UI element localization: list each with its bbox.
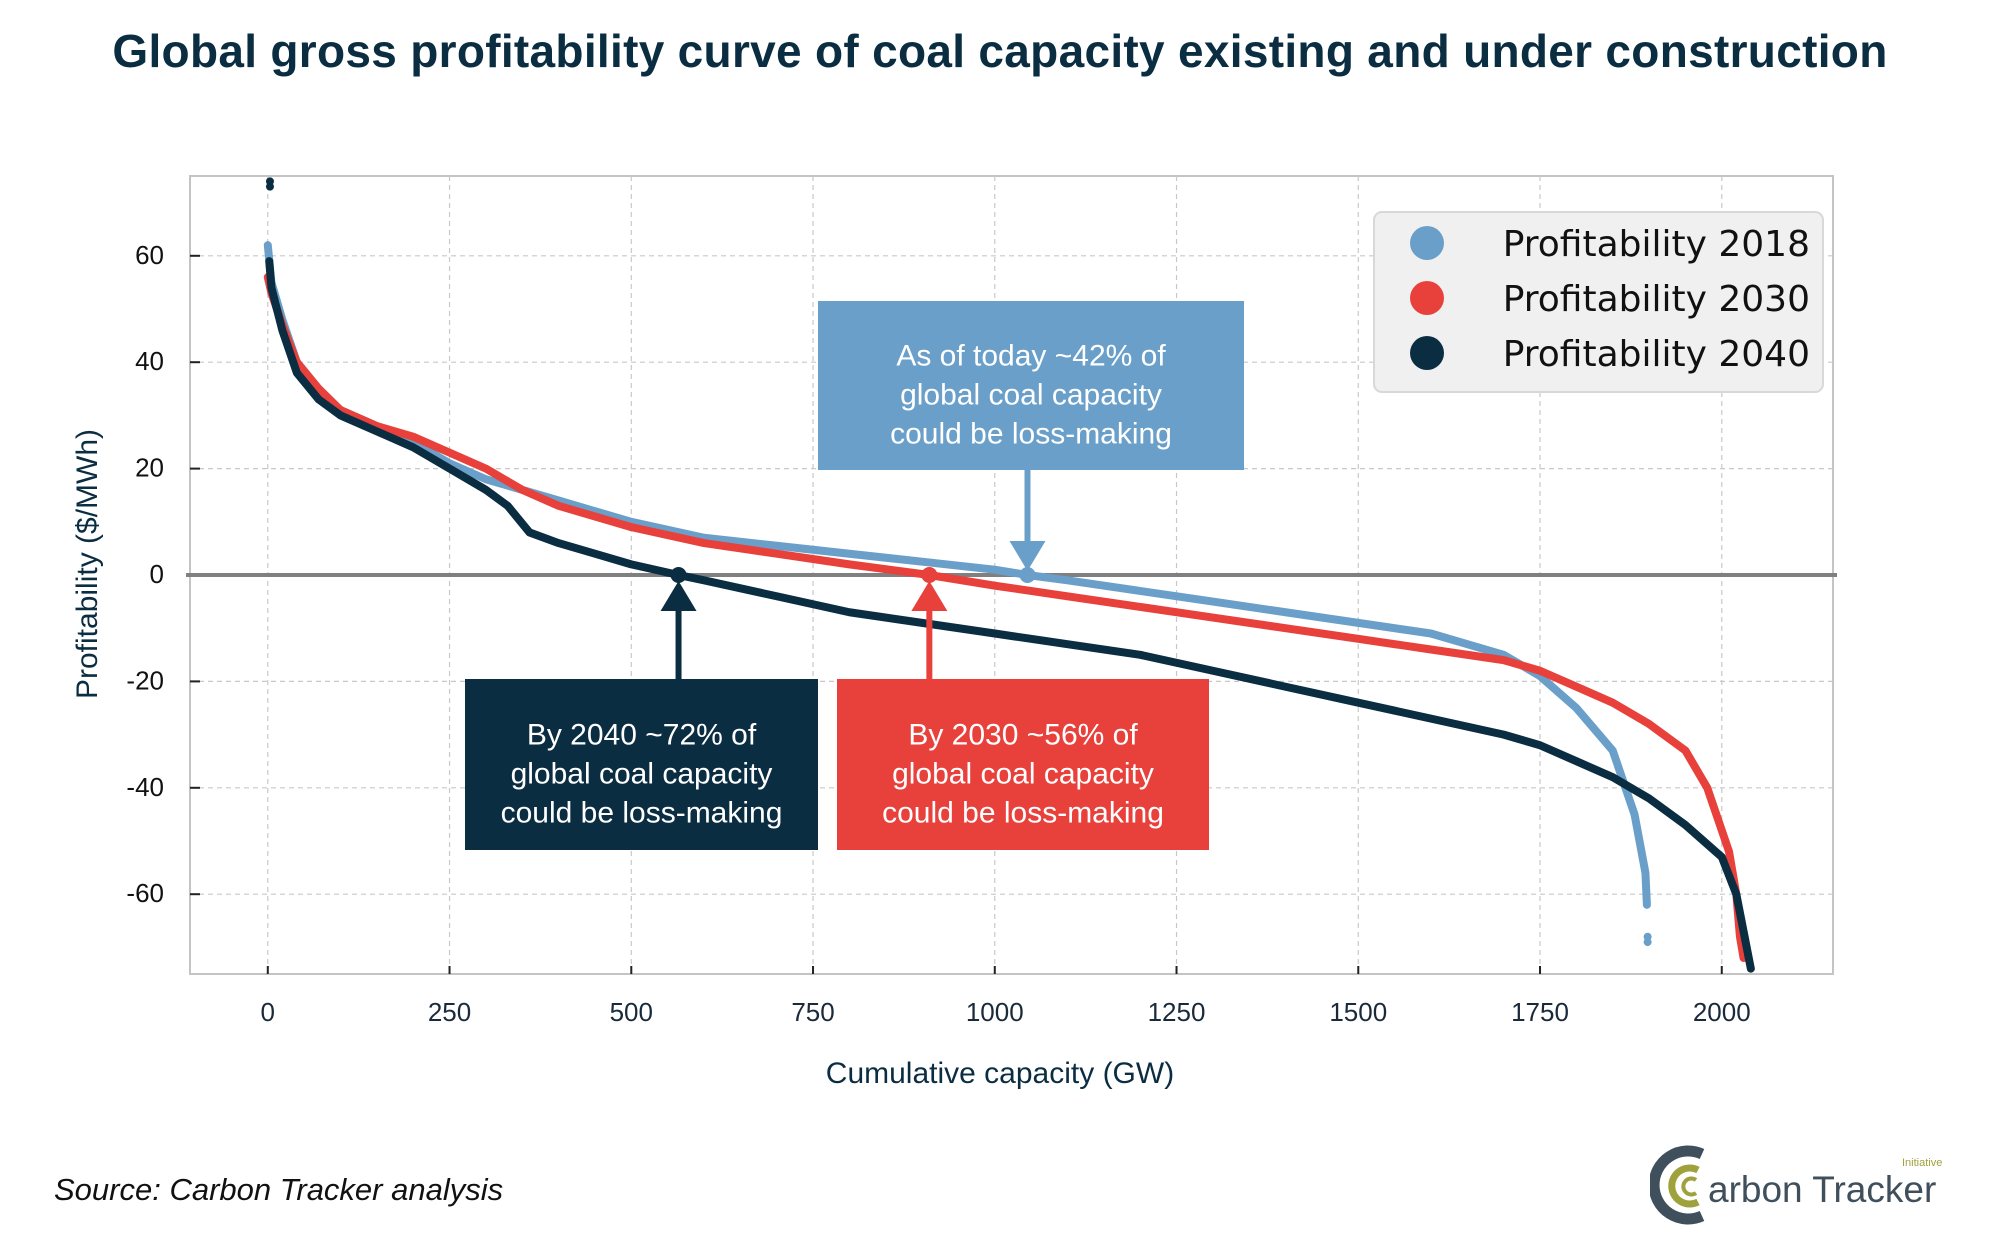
carbon-tracker-logo: arbon Tracker Initiative: [1650, 1145, 1942, 1225]
source-note: Source: Carbon Tracker analysis: [54, 1172, 504, 1207]
legend-label: Profitability 2040: [1503, 334, 1810, 375]
arrow-up-icon: [911, 581, 948, 611]
legend-label: Profitability 2030: [1503, 279, 1810, 320]
x-tick-label: 1500: [1329, 997, 1387, 1027]
annotation-text: By 2030 ~56% of: [908, 719, 1138, 752]
annotation-background: [465, 679, 818, 850]
logo-c-inner-icon: [1681, 1176, 1698, 1197]
logo-text: arbon Tracker: [1708, 1169, 1936, 1210]
annotation-background: [818, 301, 1244, 470]
x-tick-label: 1250: [1148, 997, 1206, 1027]
logo-superscript: Initiative: [1902, 1157, 1942, 1169]
outlier-point: [265, 182, 274, 191]
annotation-marker: [921, 567, 938, 583]
legend-marker-icon: [1410, 281, 1444, 315]
annotation-text: could be loss-making: [890, 418, 1172, 451]
x-tick-label: 1750: [1511, 997, 1569, 1027]
annotation-text: could be loss-making: [501, 797, 783, 830]
series-profitability-2040: [265, 177, 1755, 973]
annotation-text: global coal capacity: [900, 379, 1162, 412]
annotation-box: By 2030 ~56% of global coal capacity could…: [837, 567, 1209, 850]
annotation-marker: [670, 567, 687, 583]
outlier-point: [1643, 938, 1652, 947]
x-tick-label: 500: [610, 997, 653, 1027]
y-tick-label: 20: [135, 453, 164, 483]
legend: Profitability 2018 Profitability 2030 Prof…: [1373, 211, 1824, 393]
annotation-marker: [1019, 567, 1036, 583]
legend-marker-icon: [1410, 336, 1444, 370]
x-tick-label: 250: [428, 997, 471, 1027]
legend-label: Profitability 2018: [1503, 224, 1810, 265]
y-tick-label: -60: [126, 878, 164, 908]
x-tick-label: 2000: [1693, 997, 1751, 1027]
y-tick-label: 40: [135, 346, 164, 376]
x-tick-label: 750: [791, 997, 834, 1027]
annotation-text: As of today ~42% of: [896, 340, 1166, 373]
annotation-text: global coal capacity: [892, 758, 1154, 791]
y-tick-label: -20: [126, 665, 164, 695]
legend-frame: [1373, 211, 1824, 393]
x-tick-label: 0: [261, 997, 275, 1027]
x-tick-label: 1000: [966, 997, 1024, 1027]
arrow-down-icon: [1009, 541, 1046, 571]
annotation-box: By 2040 ~72% of global coal capacity could…: [465, 567, 818, 850]
x-axis-label: Cumulative capacity (GW): [826, 1057, 1174, 1090]
arrow-up-icon: [660, 581, 697, 611]
logo-c-middle-icon: [1668, 1164, 1700, 1208]
annotation-background: [837, 679, 1209, 850]
y-tick-label: -40: [126, 772, 164, 802]
chart-title: Global gross profitability curve of coal…: [112, 25, 1888, 77]
y-axis-label: Profitability ($/MWh): [71, 429, 104, 699]
logo-c-outer-icon: [1650, 1145, 1705, 1225]
annotation-text: By 2040 ~72% of: [527, 719, 757, 752]
annotation-text: global coal capacity: [511, 758, 773, 791]
legend-marker-icon: [1410, 226, 1444, 260]
annotation-box: As of today ~42% of global coal capacity c…: [818, 301, 1244, 583]
y-tick-label: 0: [150, 559, 164, 589]
annotation-text: could be loss-making: [882, 797, 1164, 830]
y-tick-label: 60: [135, 240, 164, 270]
